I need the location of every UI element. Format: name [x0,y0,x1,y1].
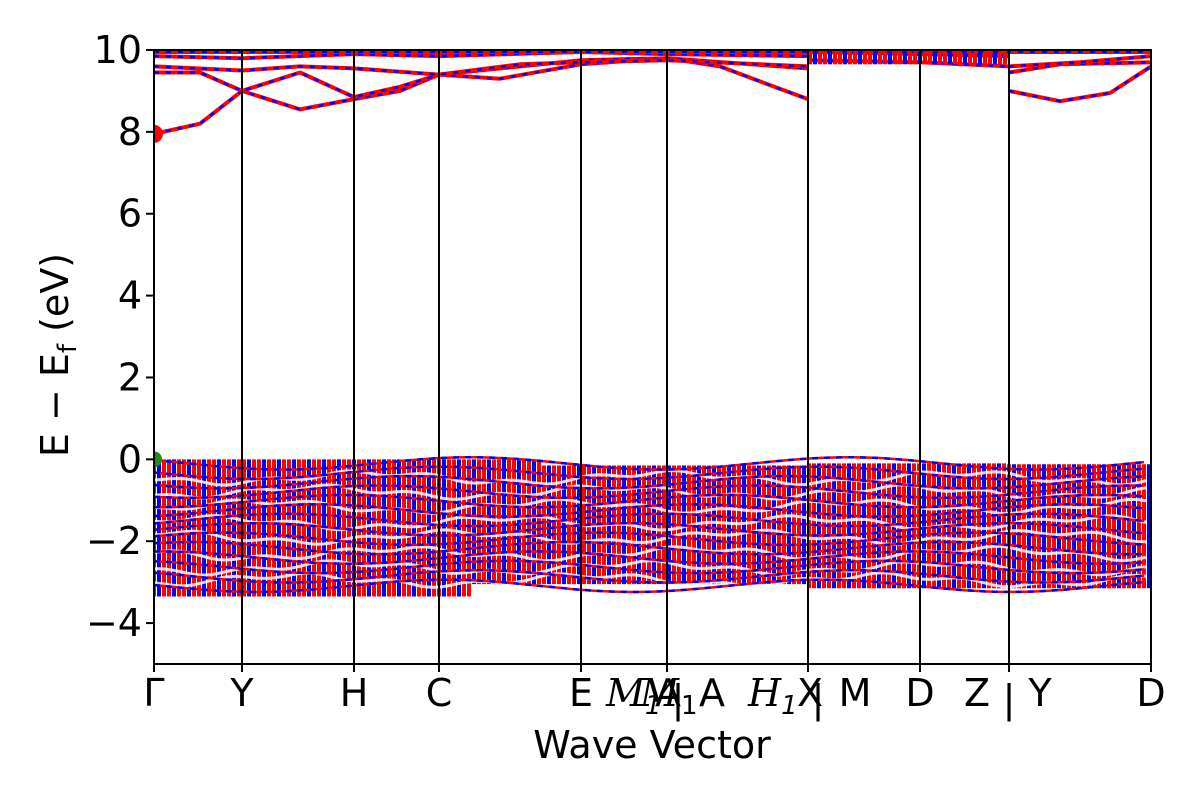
conduction-band-line [153,58,809,77]
y-tick-label: 2 [118,355,142,399]
conduction-band-line-dashed [1008,65,1152,103]
valence-band-line-dashed [153,465,1145,481]
kpoint-label: A [699,671,725,715]
kpoint-label: H1 [747,671,798,721]
valence-band-line-dashed [153,503,1145,518]
kpoint-label: C [426,671,453,715]
valence-band-line-dashed [153,578,1145,594]
valence-band-line-dashed [153,569,1145,584]
plot-frame [153,49,1152,665]
valence-band-line-dashed [153,474,1145,490]
valence-gap [153,544,1147,563]
kpoint-label: M [839,671,872,715]
valence-band-line-dashed [153,512,1145,528]
valence-gap [153,528,1147,546]
conduction-band-line [1008,54,1152,69]
kpoint-label: X [797,671,823,715]
kpoint-label: | [812,677,825,722]
kpoint-label: Γ [143,671,164,715]
kpoint-label: Z [964,671,990,715]
y-tick-label: 8 [118,110,142,154]
valence-band-line-dashed [153,456,1145,471]
y-tick-label: 4 [118,274,142,318]
y-tick-label: 0 [118,437,142,481]
conduction-band-line [1008,64,1153,104]
kpoint-label: E [569,671,593,715]
kpoint-label: | [672,677,685,722]
y-axis-title-sub: f [53,343,83,353]
y-axis-title-e: E − E [33,353,77,457]
kpoint-label: D [1136,671,1165,715]
kpoint-label: Y [1027,671,1052,715]
axes-frame [153,49,1152,665]
kpoint-label: D [905,671,934,715]
x-axis-title: Wave Vector [533,723,771,767]
right-mask [1152,0,1200,800]
kpoint-label: M [639,671,680,715]
y-axis-title-text: E − Ef (eV) [33,253,83,457]
valence-band-line-dashed [153,559,1145,575]
valence-band-line-dashed [153,531,1145,547]
y-tick-label: −2 [86,519,142,563]
kpoint-label-subscript: 1 [645,691,662,721]
kpoint-label-subscript: 1 [781,691,798,721]
y-axis-title-unit: (eV) [33,253,77,344]
kpoint-label: H [340,671,369,715]
valence-band-line-dashed [153,484,1145,500]
valence-band-line-dashed [154,493,1145,509]
kpoint-label-subscript: 1 [681,691,698,721]
y-tick-label: 10 [94,28,142,72]
kpoint-separators [241,50,1010,664]
left-mask [0,0,154,800]
valence-band-line-dashed [153,550,1145,565]
y-axis-title: E − Ef (eV) [33,253,83,457]
y-tick-label: −4 [86,601,142,645]
valence-band-line-dashed [153,540,1145,556]
valence-band-line-dashed [153,521,1145,537]
kpoint-label: Y [229,671,254,715]
kpoint-label: | [1003,677,1016,722]
y-tick-label: 6 [118,192,142,236]
y-axis-ticks: 10 8 6 4 2 0 −2 −4 [86,28,1152,672]
